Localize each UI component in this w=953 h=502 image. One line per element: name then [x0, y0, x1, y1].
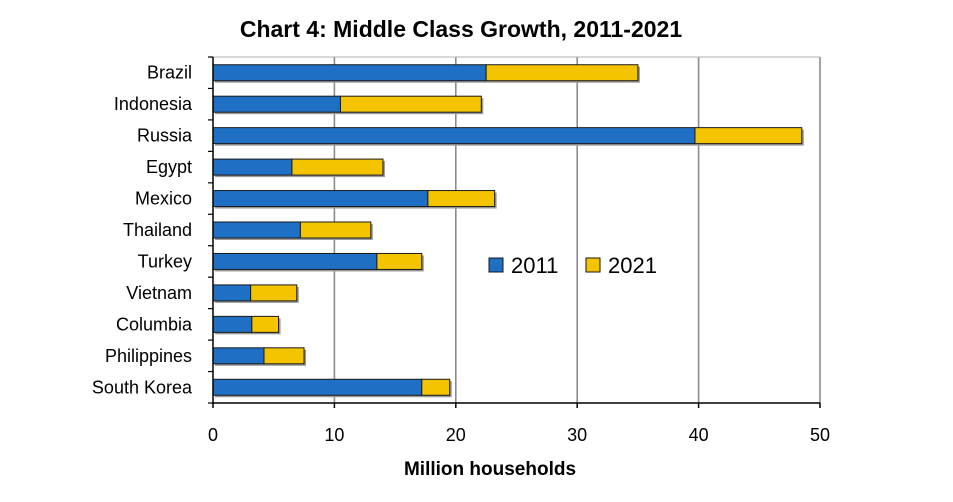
bar-2011-philippines: [212, 347, 265, 365]
bar-2021-thailand: [299, 221, 372, 239]
x-tick-label: 40: [689, 425, 709, 445]
axes: [208, 56, 821, 408]
category-label: Thailand: [123, 220, 192, 240]
chart-title: Chart 4: Middle Class Growth, 2011-2021: [240, 16, 682, 42]
legend-swatch-2021: [585, 257, 601, 273]
bar-2021-columbia: [251, 315, 280, 333]
category-label: Turkey: [138, 251, 192, 271]
gridlines: [213, 56, 821, 403]
legend: 2011 2021: [488, 253, 657, 278]
bar-2011-turkey: [212, 252, 378, 270]
legend-label-2011: 2011: [511, 253, 558, 278]
x-tick-label: 30: [567, 425, 587, 445]
category-label: Vietnam: [126, 283, 192, 303]
x-tick-label: 20: [446, 425, 466, 445]
bar-2021-egypt: [291, 158, 384, 176]
bar-2021-indonesia: [339, 95, 482, 113]
bar-2021-russia: [694, 127, 803, 145]
bar-2011-mexico: [212, 190, 429, 208]
category-label: South Korea: [92, 377, 193, 397]
category-label: Mexico: [135, 189, 192, 209]
bar-2021-vietnam: [250, 284, 298, 302]
category-label: Indonesia: [114, 94, 193, 114]
bar-2011-egypt: [212, 158, 293, 176]
category-label: Columbia: [116, 314, 193, 334]
category-label: Brazil: [147, 63, 192, 83]
bars: [212, 64, 804, 398]
bar-2011-south-korea: [212, 378, 423, 396]
bar-2011-vietnam: [212, 284, 252, 302]
bar-2011-brazil: [212, 64, 487, 82]
x-tick-label: 50: [810, 425, 830, 445]
category-label: Egypt: [146, 157, 192, 177]
x-tick-label: 10: [324, 425, 344, 445]
legend-label-2021: 2021: [608, 253, 657, 278]
category-label: Philippines: [105, 346, 192, 366]
category-labels: Brazil Indonesia Russia Egypt Mexico Thailand…: [92, 63, 193, 398]
bar-2021-south-korea: [421, 378, 451, 396]
x-tick-label: 0: [208, 425, 218, 445]
bar-2011-russia: [212, 127, 696, 145]
bar-2021-turkey: [376, 252, 423, 270]
bar-2021-philippines: [263, 347, 305, 365]
bar-2011-indonesia: [212, 95, 341, 113]
legend-swatch-2011: [488, 257, 504, 273]
category-label: Russia: [137, 126, 193, 146]
tick-labels: 0 10 20 30 40 50: [208, 425, 830, 445]
bar-2011-columbia: [212, 315, 253, 333]
bar-2021-mexico: [427, 190, 496, 208]
x-axis-title: Million households: [404, 459, 576, 480]
bar-2011-thailand: [212, 221, 301, 239]
bar-2021-brazil: [485, 64, 639, 82]
